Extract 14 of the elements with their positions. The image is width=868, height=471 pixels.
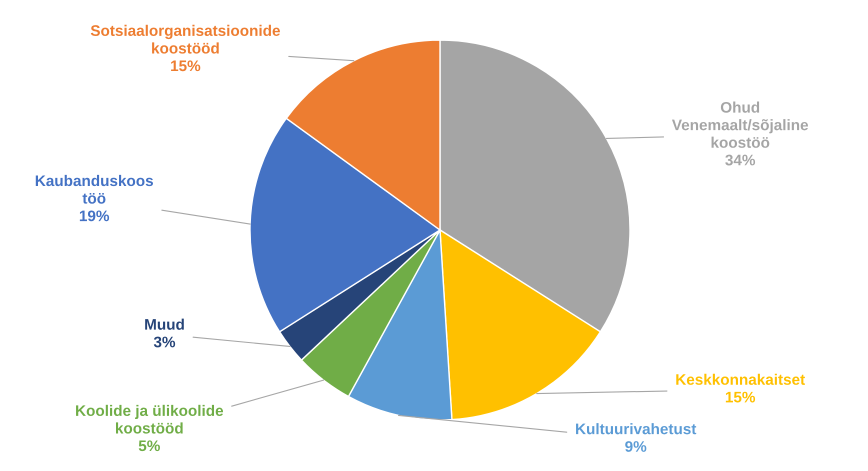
data-label: 15% [171,60,200,72]
data-label: 34% [725,154,756,166]
slice-label: Kultuurivahetust [576,423,696,434]
slice-label: Muud [145,318,184,330]
data-label: 3% [154,336,176,348]
slice-label: Keskkonnakaitset [676,374,805,385]
data-label: 9% [625,441,646,452]
slice-label: Kaubanduskoos töö [36,174,153,204]
data-label: 15% [726,392,756,402]
slice-label: Ohud Venemaalt/sõjaline koostöö [672,102,808,148]
data-label: 19% [80,210,110,222]
slice-label: Koolide ja ülikoolide koostööd [76,404,224,434]
slice-label: Sotsiaalorganisatsioonide koostööd [90,24,280,54]
data-label: 5% [138,440,160,452]
